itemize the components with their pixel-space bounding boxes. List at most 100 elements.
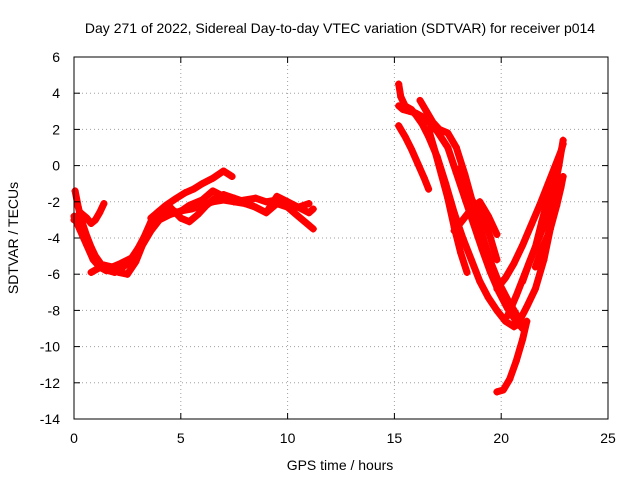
plus-marker [467, 205, 475, 213]
plus-marker [504, 296, 512, 304]
plus-marker [484, 212, 492, 220]
data-point [395, 122, 403, 130]
data-point [538, 218, 546, 226]
data-point [155, 207, 163, 215]
data-point [425, 185, 433, 193]
plus-marker [480, 216, 488, 224]
data-point [166, 203, 174, 211]
plus-marker [83, 241, 91, 249]
data-point [115, 268, 123, 276]
data-point [309, 205, 317, 213]
plus-marker [478, 230, 486, 238]
plus-marker [487, 234, 495, 242]
plus-marker [457, 248, 465, 256]
data-point [397, 93, 405, 101]
data-point [117, 259, 125, 267]
data-point [548, 209, 556, 217]
data-point [493, 388, 501, 396]
data-point [493, 285, 501, 293]
data-point [467, 205, 475, 213]
plus-marker [190, 185, 198, 193]
plus-marker [241, 198, 249, 206]
plus-marker [93, 265, 101, 273]
data-point [93, 265, 101, 273]
plus-marker [273, 192, 281, 200]
plus-marker [405, 107, 413, 115]
data-point [435, 125, 443, 133]
plus-marker [100, 261, 108, 269]
data-point [177, 214, 185, 222]
data-point [185, 201, 193, 209]
plus-marker [198, 196, 206, 204]
plus-marker [444, 194, 452, 202]
plus-marker [538, 218, 546, 226]
y-tick-label: -10 [40, 339, 60, 355]
plus-marker [416, 96, 424, 104]
data-point [472, 201, 480, 209]
plus-marker [87, 268, 95, 276]
data-point [262, 198, 270, 206]
plus-marker [128, 254, 136, 262]
data-point [220, 191, 228, 199]
plus-marker [548, 209, 556, 217]
plus-marker [87, 220, 95, 228]
y-tick-label: -12 [40, 375, 60, 391]
data-point [407, 145, 415, 153]
data-point [493, 306, 501, 314]
plus-marker [177, 214, 185, 222]
data-point [459, 216, 467, 224]
data-point [145, 225, 153, 233]
data-point [87, 220, 95, 228]
plus-marker [155, 207, 163, 215]
data-point [273, 200, 281, 208]
plus-marker [185, 201, 193, 209]
y-tick-label: -14 [40, 411, 60, 427]
plus-marker [559, 172, 567, 180]
series-arc-5 [147, 191, 317, 233]
data-point [425, 125, 433, 133]
plus-marker [252, 194, 260, 202]
plus-marker [309, 205, 317, 213]
data-point [181, 189, 189, 197]
plus-marker [501, 317, 509, 325]
data-point [542, 201, 550, 209]
data-point [559, 172, 567, 180]
data-point [198, 196, 206, 204]
plus-marker [531, 243, 539, 251]
data-point [463, 189, 471, 197]
plus-marker [525, 259, 533, 267]
plus-marker [407, 145, 415, 153]
plus-marker [435, 125, 443, 133]
data-point [523, 303, 531, 311]
data-point [96, 209, 104, 217]
data-point [305, 221, 313, 229]
data-point [194, 210, 202, 218]
plus-marker [523, 317, 531, 325]
data-point [463, 268, 471, 276]
data-point [241, 198, 249, 206]
data-point [544, 230, 552, 238]
axis-ticks [73, 56, 609, 420]
plus-marker [173, 194, 181, 202]
data-point [531, 285, 539, 293]
plus-marker [252, 203, 260, 211]
data-point [519, 335, 527, 343]
plus-marker [220, 191, 228, 199]
data-point [399, 105, 407, 113]
plus-marker [555, 183, 563, 191]
data-point [395, 102, 403, 110]
plus-marker [531, 285, 539, 293]
data-point [536, 201, 544, 209]
data-point [499, 386, 507, 394]
plus-marker [91, 216, 99, 224]
plus-marker [493, 306, 501, 314]
plus-marker [542, 201, 550, 209]
data-point [395, 80, 403, 88]
plus-marker [294, 212, 302, 220]
data-point [252, 194, 260, 202]
data-point [132, 258, 140, 266]
plus-marker [459, 216, 467, 224]
plus-marker [536, 201, 544, 209]
plus-marker [305, 221, 313, 229]
data-point [136, 241, 144, 249]
